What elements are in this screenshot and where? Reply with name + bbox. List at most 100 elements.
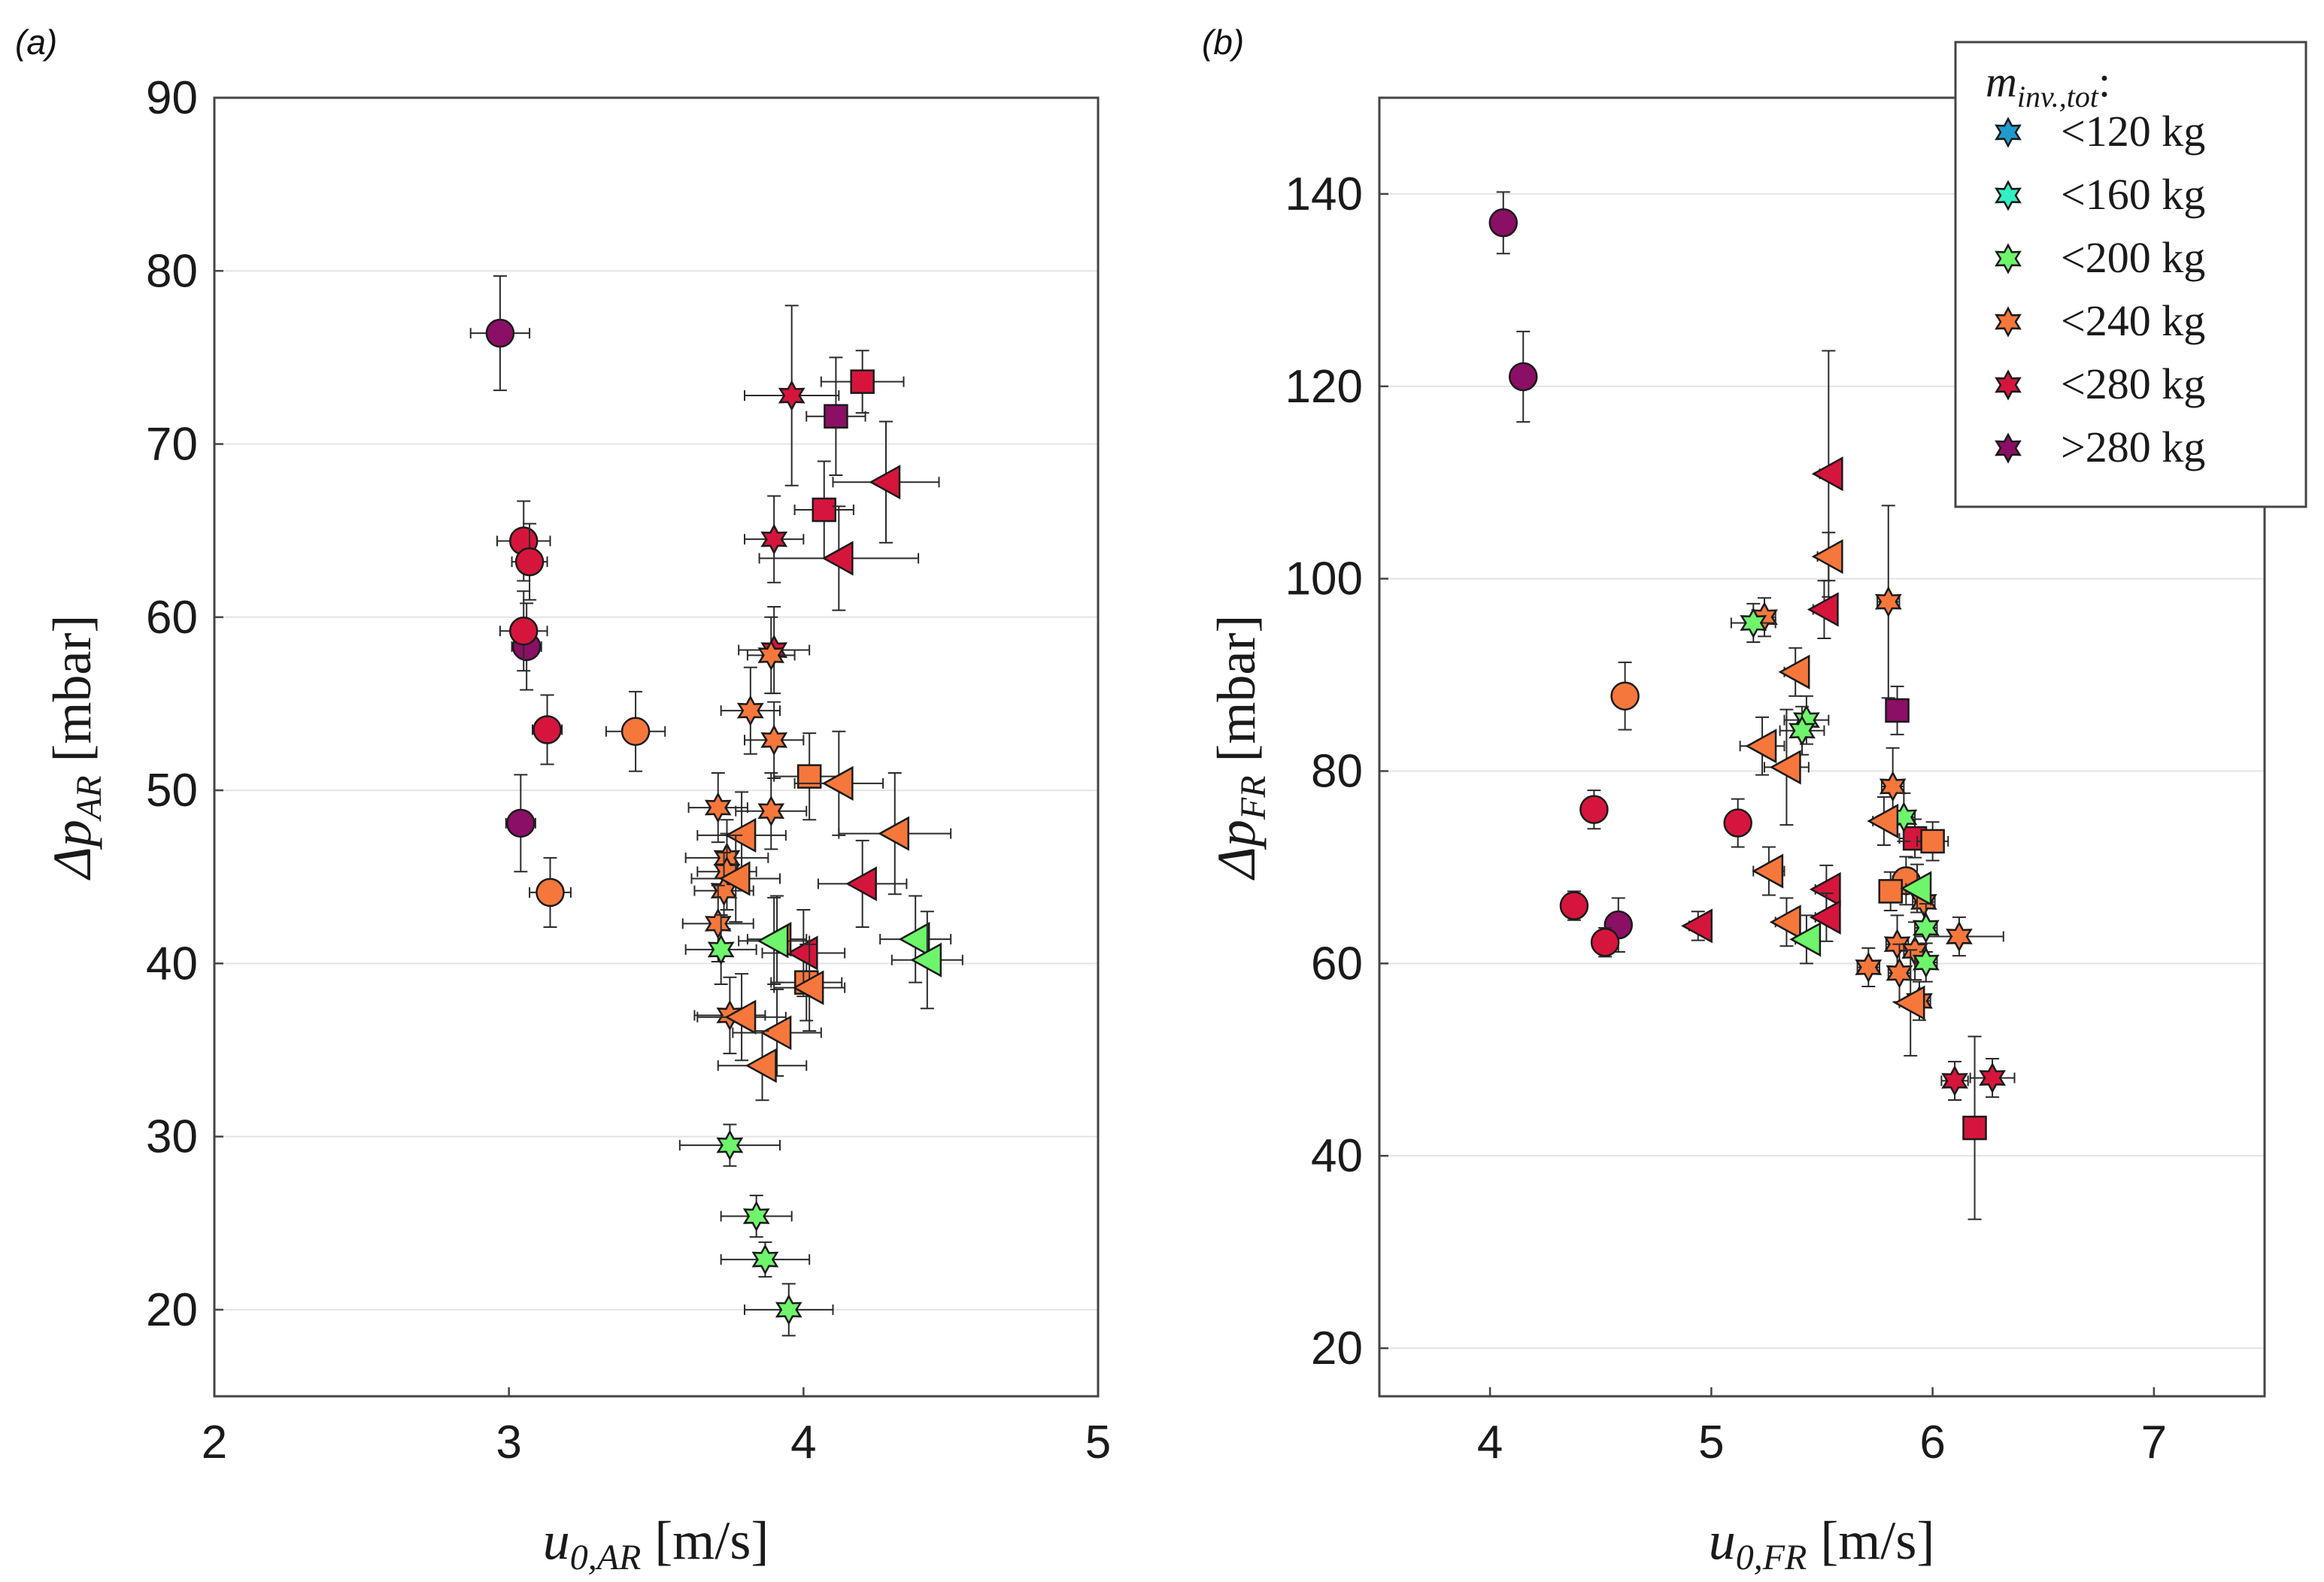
- panel-a-point-3: [496, 500, 551, 582]
- panel-a-point-7: [529, 856, 572, 928]
- panel-a-point-37: [838, 772, 952, 896]
- circle-marker: [1723, 808, 1752, 838]
- triangle-left-marker: [878, 816, 909, 851]
- circle-marker: [1559, 891, 1589, 920]
- panel-a-point-5: [499, 590, 548, 672]
- star-marker: [707, 934, 735, 965]
- panel-b-ylabel-sub: FR: [1233, 775, 1273, 820]
- panel-a-y-tick-60: 60: [146, 592, 198, 644]
- triangle-left-marker: [821, 541, 854, 576]
- panel-a-point-19: [744, 701, 805, 779]
- panel-b-xlabel-unit: [m/s]: [1807, 1511, 1934, 1571]
- panel-b-point-4: [1559, 890, 1589, 921]
- legend: minv.,tot: <120 kg<160 kg<200 kg<240 kg<…: [1954, 41, 2307, 508]
- panel-a-label: (a): [15, 23, 57, 62]
- panel-a-y-tick-labels: 20 30 40 50 60 70 80 90: [146, 72, 198, 1336]
- panel-a-point-1: [505, 774, 536, 873]
- panel-b-point-5: [1590, 927, 1620, 958]
- circle-marker: [1579, 795, 1609, 824]
- panel-b-point-12: [1916, 821, 1949, 862]
- panel-a-xlabel-base: u: [543, 1511, 570, 1571]
- panel-b-axes-box: [1378, 96, 2266, 1398]
- star-marker: [704, 792, 732, 823]
- circle-marker: [1590, 927, 1620, 957]
- panel-a-point-46: [879, 895, 952, 983]
- panel-b-x-tick-5: 5: [1698, 1417, 1724, 1468]
- square-marker: [812, 497, 836, 523]
- legend-title-base: m: [1986, 57, 2017, 106]
- star-marker: [760, 523, 788, 555]
- panel-b-y-tick-80: 80: [1311, 745, 1363, 797]
- star-marker: [1910, 886, 1937, 918]
- panel-b-point-14: [1874, 505, 1902, 699]
- panel-a-y-axis-label: ΔpAR [mbar]: [42, 615, 109, 881]
- panel-b-x-axis-label: u0,FR [m/s]: [1709, 1511, 1935, 1577]
- panel-b-point-38: [1778, 647, 1810, 697]
- star-marker: [1912, 912, 1940, 944]
- circle-marker: [506, 808, 535, 838]
- legend-entry-2: <200 kg: [1995, 233, 2205, 282]
- triangle-left-marker: [1752, 853, 1784, 889]
- panel-b-point-26: [1730, 602, 1776, 644]
- triangle-left-marker: [724, 999, 757, 1035]
- panel-b-point-3: [1579, 789, 1609, 830]
- triangle-left-marker: [718, 861, 751, 896]
- triangle-left-marker: [1778, 654, 1810, 689]
- panel-a-x-tick-2: 2: [202, 1417, 227, 1468]
- triangle-left-marker: [821, 765, 854, 801]
- legend-entry-3: <240 kg: [1995, 296, 2205, 345]
- legend-label: <200 kg: [2061, 233, 2205, 282]
- legend-entry-0: <120 kg: [1995, 107, 2205, 156]
- panel-b-x-tick-6: 6: [1919, 1417, 1945, 1468]
- panel-b-point-11: [1962, 1035, 1987, 1220]
- triangle-left-marker: [792, 970, 824, 1005]
- triangle-left-marker: [1807, 592, 1839, 627]
- panel-b-y-tick-labels: 20 40 60 80 100 120 140: [1285, 168, 1363, 1374]
- panel-a-point-17: [746, 616, 796, 695]
- triangle-left-marker: [1893, 985, 1925, 1020]
- panel-a-point-32: [832, 420, 940, 544]
- panel-b-point-44: [1893, 949, 1925, 1057]
- circle-marker: [620, 717, 651, 747]
- panel-b-point-25: [1969, 1057, 2016, 1099]
- panel-a-point-43: [732, 988, 822, 1077]
- circle-marker: [1509, 362, 1538, 392]
- triangle-left-marker: [1811, 539, 1843, 574]
- triangle-left-marker: [869, 465, 901, 500]
- legend-star-icon: [1995, 369, 2022, 401]
- square-marker: [796, 764, 822, 789]
- circle-marker: [1610, 681, 1640, 711]
- triangle-left-marker: [898, 921, 930, 957]
- legend-entry-4: <280 kg: [1995, 359, 2205, 408]
- star-marker: [760, 724, 788, 756]
- panel-a-x-tick-4: 4: [790, 1417, 816, 1468]
- triangle-left-marker: [1900, 871, 1932, 906]
- panel-a-y-tick-50: 50: [146, 765, 198, 817]
- panel-b-xlabel-base: u: [1709, 1511, 1736, 1571]
- panel-a-ylabel-unit: [mbar]: [42, 615, 102, 776]
- panel-a-point-44: [717, 1030, 808, 1102]
- panel-b-point-24: [1940, 1060, 1969, 1101]
- triangle-left-marker: [1811, 456, 1843, 492]
- panel-b-x-tick-4: 4: [1477, 1417, 1503, 1468]
- legend-star-icon: [1995, 243, 2022, 274]
- triangle-left-marker: [760, 1015, 792, 1050]
- triangle-left-marker: [1681, 908, 1713, 944]
- panel-a-point-33: [758, 505, 920, 611]
- legend-label: <280 kg: [2061, 359, 2205, 408]
- panel-a-point-47: [890, 911, 963, 1010]
- panel-a-axes-box: [213, 96, 1100, 1398]
- legend-title-sub: inv.,tot: [2017, 80, 2099, 114]
- circle-marker: [514, 547, 545, 577]
- panel-b-y-tick-120: 120: [1285, 361, 1363, 413]
- panel-b-ylabel-base: Δp: [1206, 820, 1267, 880]
- panel-b-point-35: [1809, 892, 1841, 942]
- triangle-left-marker: [1769, 905, 1801, 940]
- triangle-left-marker: [1789, 922, 1822, 957]
- panel-a-point-28: [678, 1123, 781, 1167]
- legend-entry-5: >280 kg: [1995, 423, 2205, 471]
- square-marker: [1962, 1115, 1987, 1141]
- triangle-left-marker: [745, 1048, 777, 1083]
- panel-a-gridlines: [213, 96, 1100, 1396]
